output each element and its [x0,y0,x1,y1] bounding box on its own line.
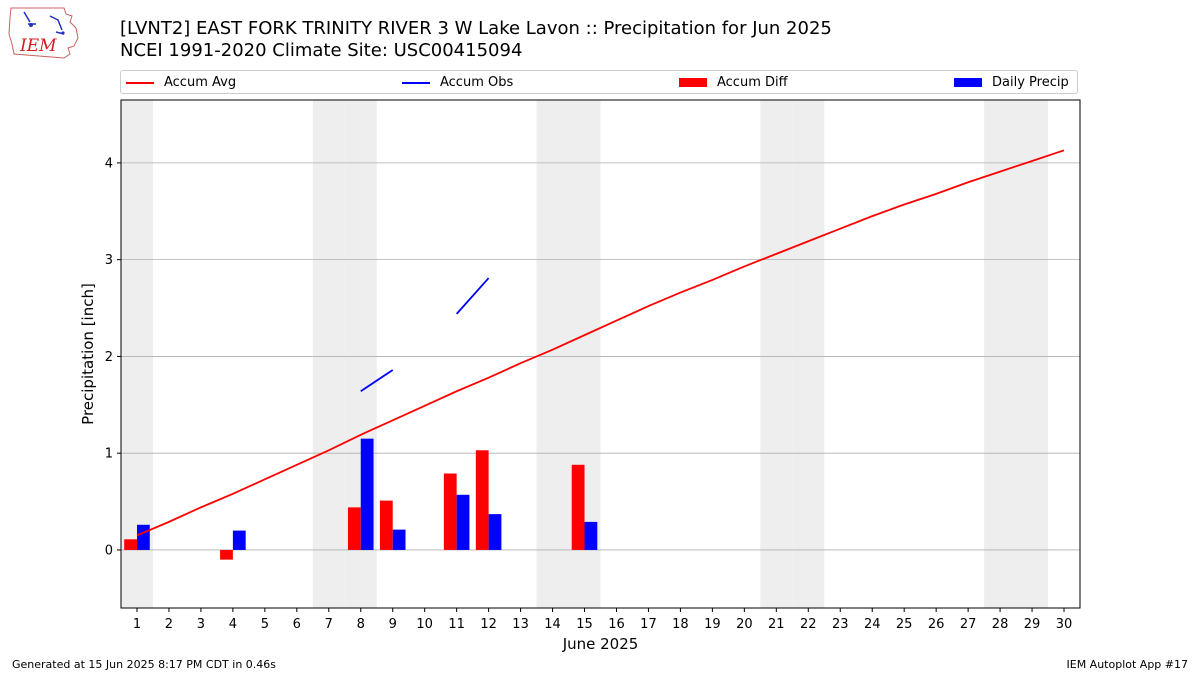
daily-precip-bar [584,521,598,550]
footer-app: IEM Autoplot App #17 [1066,658,1189,671]
x-tick-label: 25 [896,617,913,632]
weekend-band [121,100,153,608]
x-tick-label: 15 [576,617,593,632]
y-tick-label: 4 [105,156,113,171]
x-tick-label: 7 [325,617,333,632]
accum-diff-bar [347,507,361,550]
title-line-1: [LVNT2] EAST FORK TRINITY RIVER 3 W Lake… [120,18,832,39]
y-tick-label: 2 [105,350,113,365]
daily-precip-bar [232,530,246,550]
daily-precip-bar [360,438,374,550]
accum-diff-bar [379,500,393,550]
accum-diff-bar [571,464,585,550]
x-tick-label: 28 [992,617,1009,632]
daily-precip-bar [136,524,150,550]
y-tick-label: 0 [105,543,113,558]
x-tick-label: 14 [544,617,561,632]
footer-generated: Generated at 15 Jun 2025 8:17 PM CDT in … [12,658,277,671]
legend-swatch-accum-obs [402,81,430,84]
x-tick-label: 10 [416,617,433,632]
x-tick-label: 18 [672,617,689,632]
accum-avg-line [136,149,1065,537]
x-tick-label: 20 [736,617,753,632]
x-tick-label: 12 [480,617,497,632]
x-tick-label: 24 [864,617,881,632]
title-line-2: NCEI 1991-2020 Climate Site: USC00415094 [120,40,523,61]
x-tick-label: 19 [704,617,721,632]
chart-title: [LVNT2] EAST FORK TRINITY RIVER 3 W Lake… [120,18,832,62]
legend-swatch-daily-precip [954,78,982,87]
legend-swatch-accum-diff [679,78,707,87]
y-axis-label: Precipitation [inch] [79,283,97,425]
x-tick-label: 11 [448,617,465,632]
x-tick-label: 22 [800,617,817,632]
legend: Accum Avg Accum Obs Accum Diff Daily Pre… [120,70,1078,94]
x-tick-label: 5 [261,617,269,632]
weekend-band [792,100,825,608]
x-tick-label: 2 [165,617,173,632]
x-tick-label: 26 [928,617,945,632]
x-tick-label: 16 [608,617,625,632]
x-tick-label: 4 [229,617,237,632]
legend-label-accum-diff: Accum Diff [717,75,788,90]
x-tick-label: 27 [960,617,977,632]
x-tick-label: 1 [133,617,141,632]
legend-label-daily-precip: Daily Precip [992,75,1069,90]
accum-diff-bar [124,539,137,550]
x-tick-label: 9 [389,617,397,632]
iem-logo: IEM [8,7,79,59]
legend-accum-obs: Accum Obs [402,74,513,92]
legend-swatch-accum-avg [126,81,154,84]
x-axis-label: June 2025 [562,635,639,653]
plot-frame [120,99,1081,609]
daily-precip-bar [456,494,470,550]
x-tick-label: 17 [640,617,657,632]
x-tick-label: 21 [768,617,785,632]
y-tick-label: 3 [105,253,113,268]
x-tick-label: 13 [512,617,529,632]
legend-daily-precip: Daily Precip [954,74,1069,92]
weekend-band [984,100,1017,608]
accum-diff-bar [443,473,457,550]
y-tick-label: 1 [105,447,113,462]
daily-precip-bar [488,514,502,550]
legend-label-accum-obs: Accum Obs [440,75,514,90]
weekend-band [312,100,345,608]
legend-accum-diff: Accum Diff [679,74,788,92]
x-tick-label: 8 [357,617,365,632]
x-tick-label: 30 [1056,617,1073,632]
accum-diff-bar [220,549,233,560]
legend-label-accum-avg: Accum Avg [164,75,237,90]
legend-accum-avg: Accum Avg [126,74,236,92]
logo-text: IEM [19,36,57,56]
plot-area [121,100,1080,608]
weekend-band [760,100,793,608]
x-tick-label: 3 [197,617,205,632]
weekend-band [1016,100,1049,608]
x-tick-label: 23 [832,617,849,632]
daily-precip-bar [392,529,406,550]
x-tick-label: 6 [293,617,301,632]
x-tick-label: 29 [1024,617,1041,632]
accum-obs-line [360,369,394,393]
accum-obs-line [455,277,490,315]
accum-diff-bar [475,450,489,550]
